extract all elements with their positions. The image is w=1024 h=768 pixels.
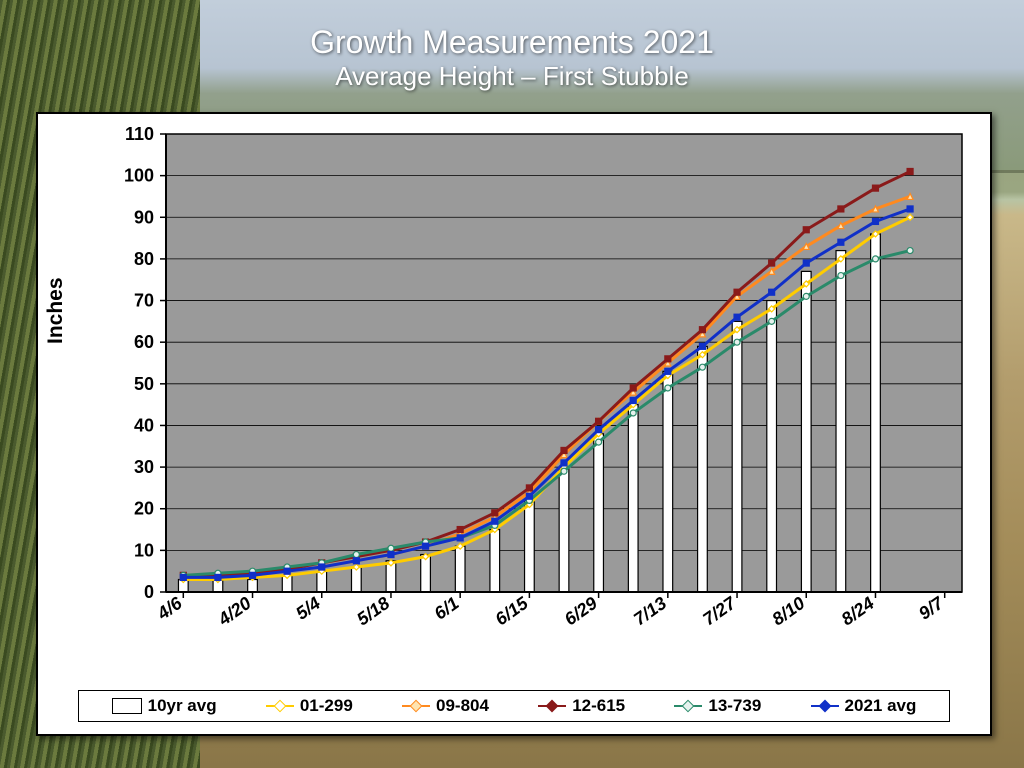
svg-text:60: 60 <box>134 332 154 352</box>
chart-legend: 10yr avg 01-299 09-804 12-615 13-739 2021 avg <box>78 690 950 722</box>
growth-chart: 0 10 20 30 40 50 60 70 80 90 100 110 4/6 4/20 5/4 5/18 6… <box>46 122 982 682</box>
svg-text:7/27: 7/27 <box>699 592 740 629</box>
legend-item: 01-299 <box>266 696 353 716</box>
svg-text:0: 0 <box>144 582 154 602</box>
svg-text:8/10: 8/10 <box>768 593 808 629</box>
svg-text:4/20: 4/20 <box>214 593 255 630</box>
svg-text:40: 40 <box>134 415 154 435</box>
svg-text:6/29: 6/29 <box>561 593 601 629</box>
svg-text:80: 80 <box>134 249 154 269</box>
chart-frame: Inches 01020304050607080901001104/64/205… <box>36 112 992 736</box>
svg-text:6/1: 6/1 <box>430 593 462 624</box>
svg-text:5/18: 5/18 <box>353 593 393 629</box>
svg-text:90: 90 <box>134 207 154 227</box>
page-subtitle: Average Height – First Stubble <box>0 61 1024 92</box>
svg-text:8/24: 8/24 <box>838 593 878 629</box>
legend-item: 10yr avg <box>112 696 217 716</box>
legend-item: 2021 avg <box>811 696 917 716</box>
page-background: Growth Measurements 2021 Average Height … <box>0 0 1024 768</box>
svg-text:50: 50 <box>134 374 154 394</box>
svg-text:5/4: 5/4 <box>292 593 324 624</box>
svg-text:30: 30 <box>134 457 154 477</box>
svg-text:4/6: 4/6 <box>153 592 187 624</box>
svg-text:20: 20 <box>134 499 154 519</box>
svg-text:9/7: 9/7 <box>915 592 948 623</box>
svg-text:10: 10 <box>134 540 154 560</box>
legend-item: 09-804 <box>402 696 489 716</box>
svg-text:70: 70 <box>134 291 154 311</box>
page-title: Growth Measurements 2021 <box>0 24 1024 61</box>
svg-text:110: 110 <box>125 124 154 144</box>
svg-text:7/13: 7/13 <box>630 593 670 629</box>
legend-item: 12-615 <box>538 696 625 716</box>
svg-text:100: 100 <box>124 166 154 186</box>
svg-text:6/15: 6/15 <box>492 592 533 629</box>
legend-item: 13-739 <box>674 696 761 716</box>
